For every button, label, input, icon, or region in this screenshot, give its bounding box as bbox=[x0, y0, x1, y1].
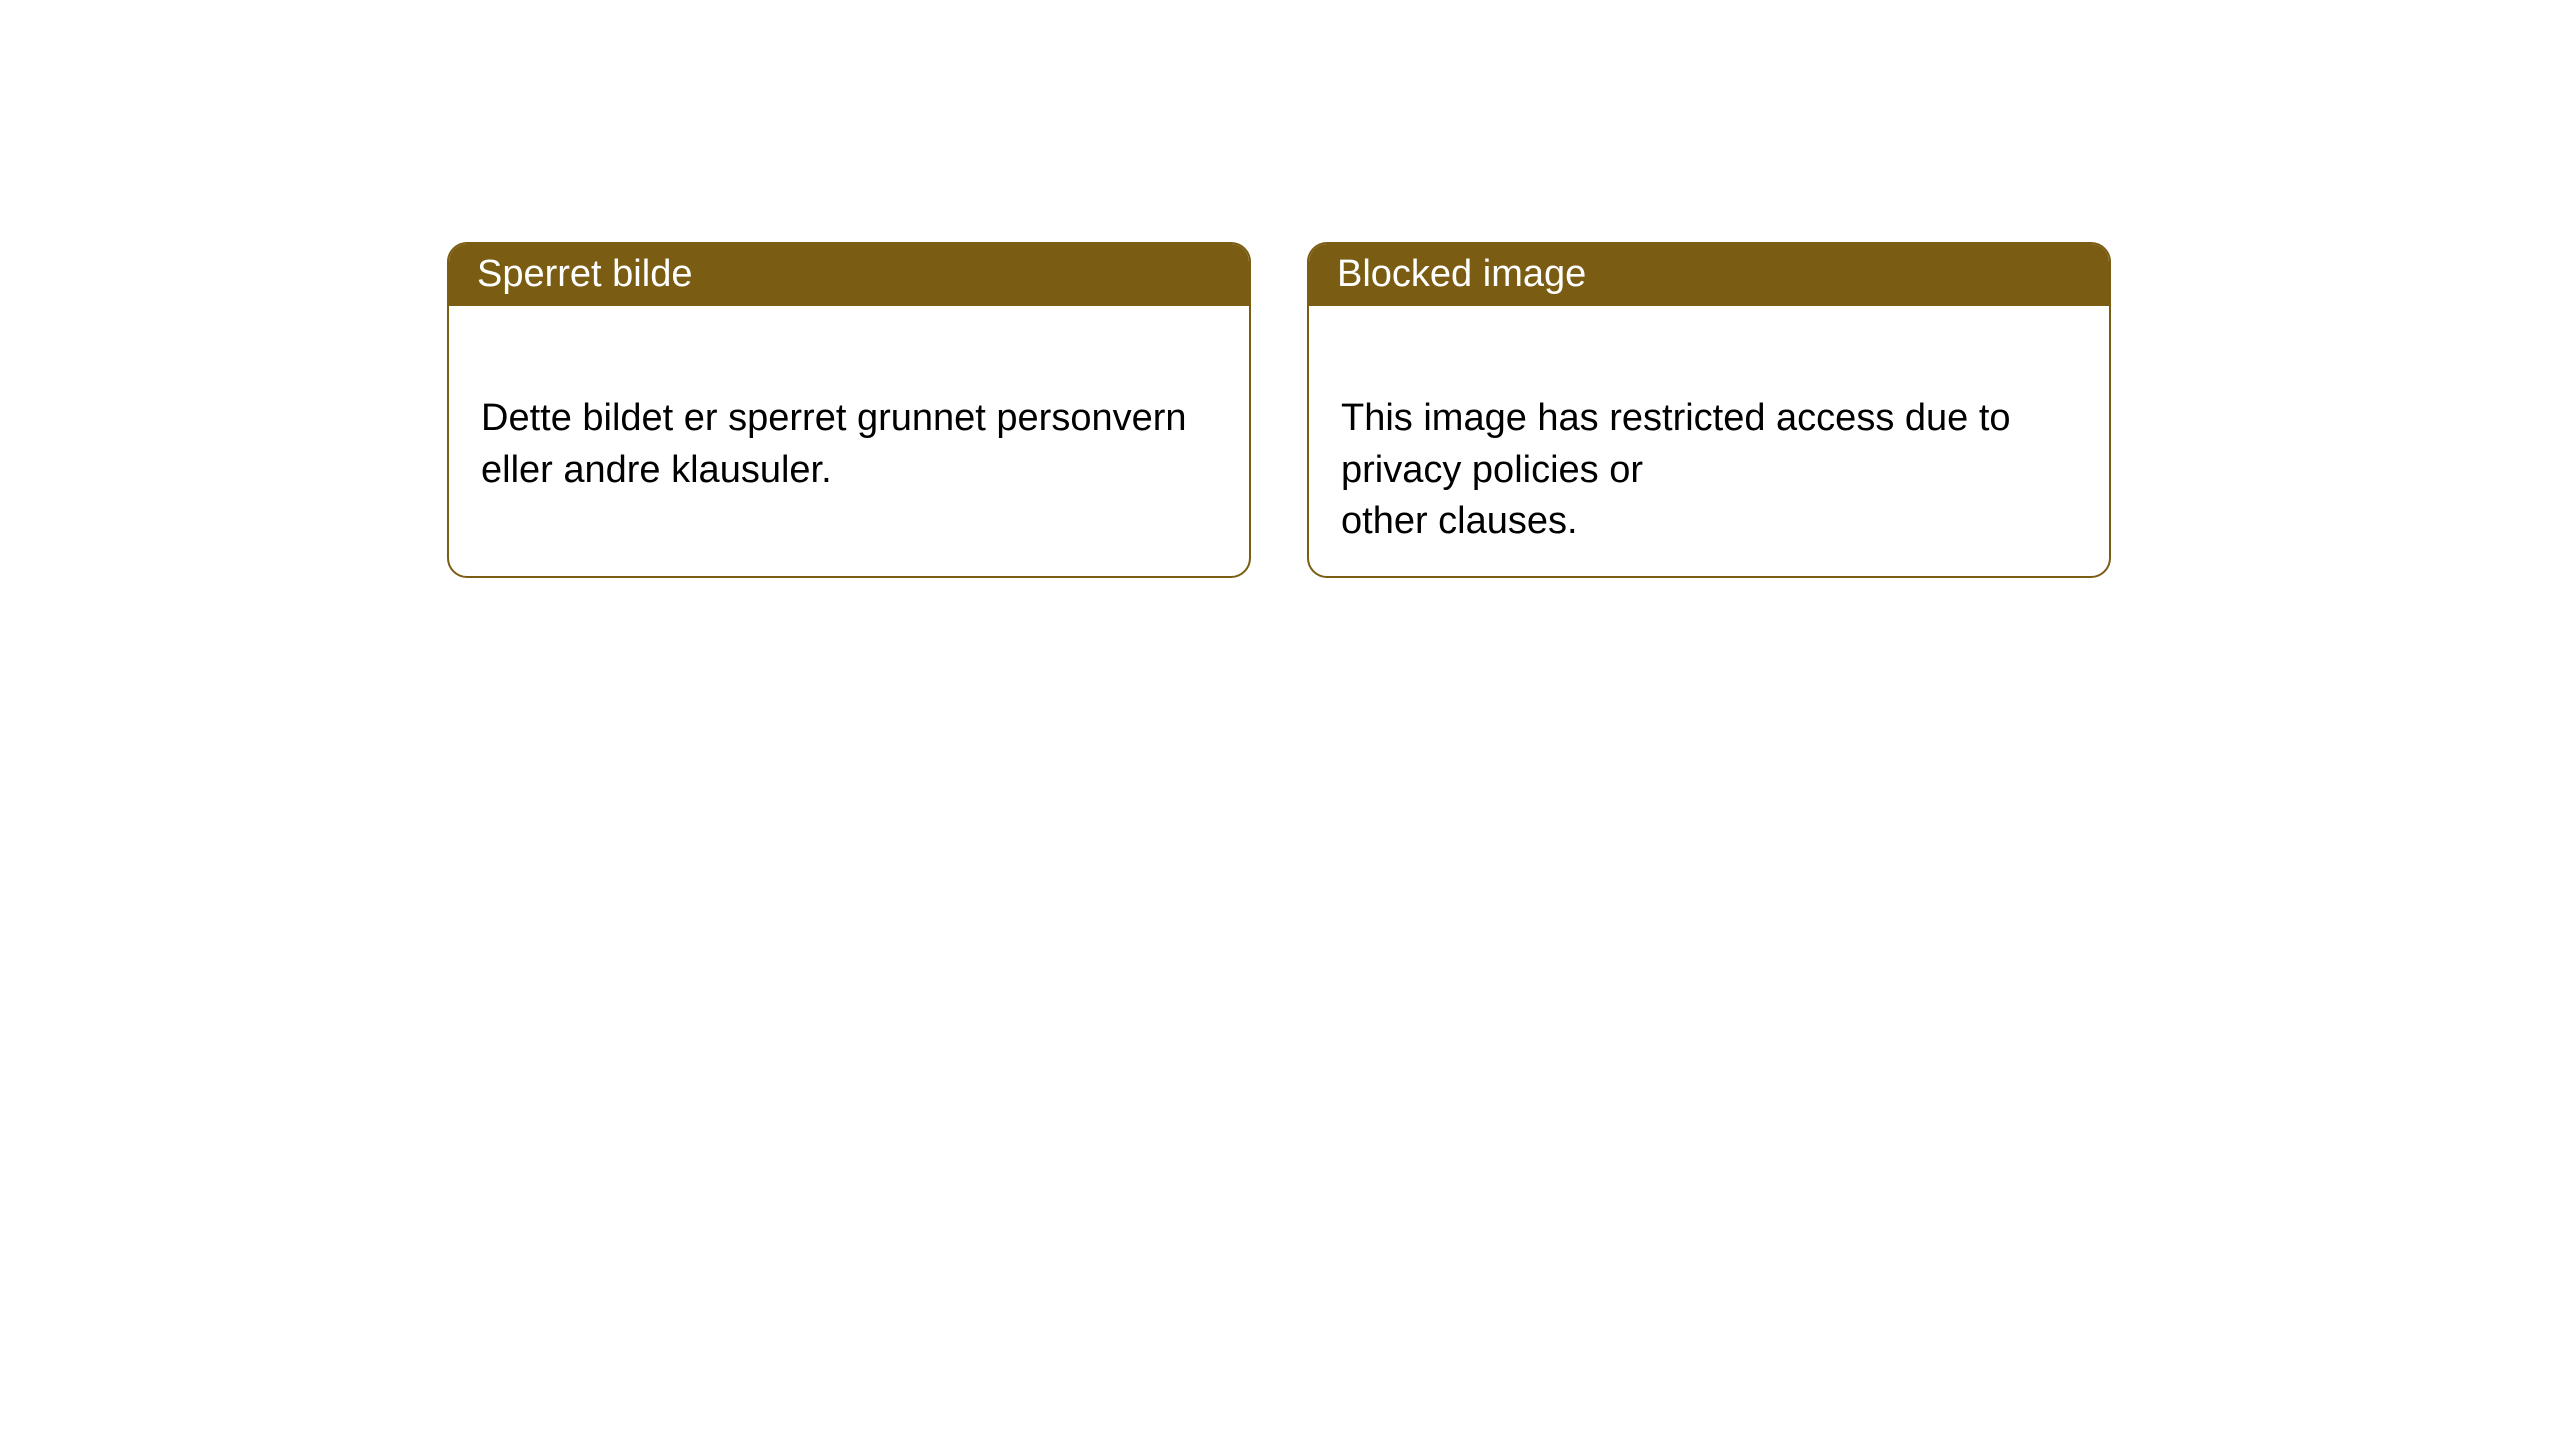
notice-card-title: Blocked image bbox=[1337, 253, 1586, 296]
notice-card-body: Dette bildet er sperret grunnet personve… bbox=[449, 306, 1249, 532]
notice-card-title: Sperret bilde bbox=[477, 253, 692, 296]
notice-card-body-text: Dette bildet er sperret grunnet personve… bbox=[481, 397, 1187, 490]
notice-card-english: Blocked image This image has restricted … bbox=[1307, 242, 2111, 578]
notice-card-body-text: This image has restricted access due to … bbox=[1341, 397, 2011, 542]
notice-card-header: Blocked image bbox=[1309, 244, 2109, 306]
notice-card-body: This image has restricted access due to … bbox=[1309, 306, 2109, 578]
notice-cards-container: Sperret bilde Dette bildet er sperret gr… bbox=[0, 0, 2560, 578]
notice-card-norwegian: Sperret bilde Dette bildet er sperret gr… bbox=[447, 242, 1251, 578]
notice-card-header: Sperret bilde bbox=[449, 244, 1249, 306]
